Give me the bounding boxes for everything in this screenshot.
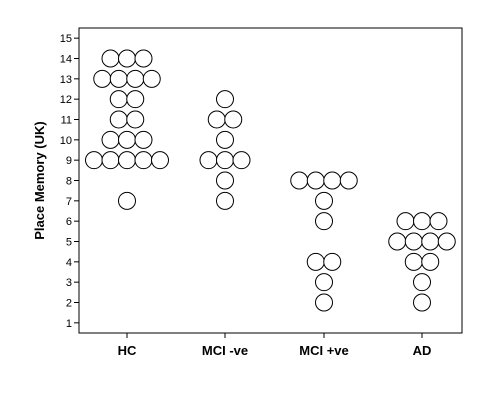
data-point [315, 293, 333, 312]
data-point [134, 130, 153, 149]
data-point [85, 151, 103, 170]
data-point [413, 293, 431, 312]
data-point [306, 171, 325, 190]
data-point [232, 151, 251, 170]
y-tick-label: 2 [66, 298, 72, 310]
data-point [142, 69, 161, 88]
data-point [118, 151, 136, 170]
y-tick-label: 8 [66, 176, 72, 188]
y-tick-label: 4 [66, 257, 72, 269]
data-point [323, 252, 342, 271]
y-tick-label: 11 [61, 115, 72, 127]
data-point [101, 151, 120, 170]
y-tick-label: 1 [66, 318, 72, 330]
y-axis-title: Place Memory (UK) [32, 121, 47, 239]
y-tick-label: 9 [66, 155, 72, 167]
data-point [404, 252, 423, 271]
y-tick-label: 6 [66, 216, 72, 228]
y-tick-label: 12 [60, 94, 72, 106]
data-point [109, 110, 128, 129]
y-tick-label: 15 [60, 33, 72, 45]
data-point [109, 69, 128, 88]
x-category-label: MCI +ve [299, 343, 349, 358]
data-point [109, 90, 128, 109]
data-point [151, 151, 169, 170]
data-point [216, 90, 234, 109]
data-point [421, 252, 440, 271]
data-point [413, 212, 431, 231]
data-point [207, 110, 226, 129]
data-point [429, 212, 448, 231]
data-point [437, 232, 456, 251]
x-category-label: MCI -ve [202, 343, 248, 358]
data-point [93, 69, 112, 88]
data-point [216, 130, 234, 149]
data-point [315, 191, 333, 210]
data-point [134, 151, 153, 170]
data-point [421, 232, 440, 251]
data-point [224, 110, 243, 129]
data-point [404, 232, 423, 251]
data-point [199, 151, 218, 170]
data-point [315, 212, 333, 231]
data-point [101, 130, 120, 149]
data-point [126, 69, 145, 88]
data-point [101, 49, 120, 68]
data-point [306, 252, 325, 271]
data-point [126, 110, 145, 129]
data-point [118, 191, 136, 210]
y-tick-label: 3 [66, 277, 72, 289]
data-point [315, 273, 333, 292]
data-point [134, 49, 153, 68]
data-point [216, 191, 234, 210]
data-points [85, 49, 456, 312]
x-category-label: AD [413, 343, 432, 358]
data-point [118, 49, 136, 68]
data-point [290, 171, 309, 190]
x-axis: HC MCI -ve MCI +ve AD [118, 333, 432, 358]
y-tick-label: 14 [60, 54, 72, 66]
data-point [323, 171, 342, 190]
y-tick-label: 7 [66, 196, 72, 208]
data-point [396, 212, 415, 231]
data-point [126, 90, 145, 109]
x-category-label: HC [118, 343, 137, 358]
data-point [216, 171, 234, 190]
data-point [388, 232, 407, 251]
y-tick-label: 10 [60, 135, 72, 147]
data-point [118, 130, 136, 149]
data-point [339, 171, 358, 190]
y-tick-label: 13 [60, 74, 72, 86]
data-point [413, 273, 431, 292]
y-tick-label: 5 [66, 237, 72, 249]
data-point [216, 151, 234, 170]
